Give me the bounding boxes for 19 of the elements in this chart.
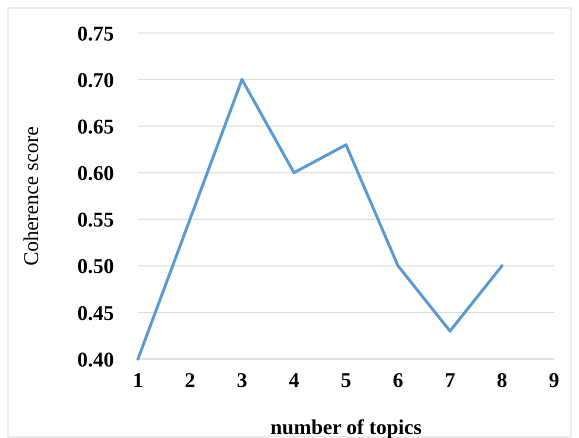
x-tick-label: 2 bbox=[184, 368, 196, 392]
y-tick-label: 0.55 bbox=[77, 208, 114, 232]
y-axis-title: Coherence score bbox=[19, 126, 43, 266]
y-tick-label: 0.45 bbox=[77, 300, 114, 325]
x-tick-label: 6 bbox=[392, 368, 404, 392]
x-tick-label: 8 bbox=[496, 368, 508, 392]
y-tick-label: 0.65 bbox=[77, 114, 114, 138]
line-series bbox=[136, 78, 504, 360]
x-tick-label: 4 bbox=[288, 368, 300, 392]
x-tick-label: 3 bbox=[236, 368, 248, 392]
y-tick-label: 0.50 bbox=[77, 254, 114, 278]
x-tick-label: 5 bbox=[340, 368, 352, 392]
x-tick-label: 1 bbox=[132, 368, 144, 392]
y-tick-label: 0.60 bbox=[77, 161, 114, 186]
x-tick-label: 9 bbox=[548, 368, 560, 392]
y-tick-label: 0.75 bbox=[77, 21, 114, 46]
x-tick-label: 7 bbox=[444, 368, 456, 392]
y-tick-label: 0.40 bbox=[77, 347, 114, 372]
y-tick-label: 0.70 bbox=[77, 68, 114, 92]
